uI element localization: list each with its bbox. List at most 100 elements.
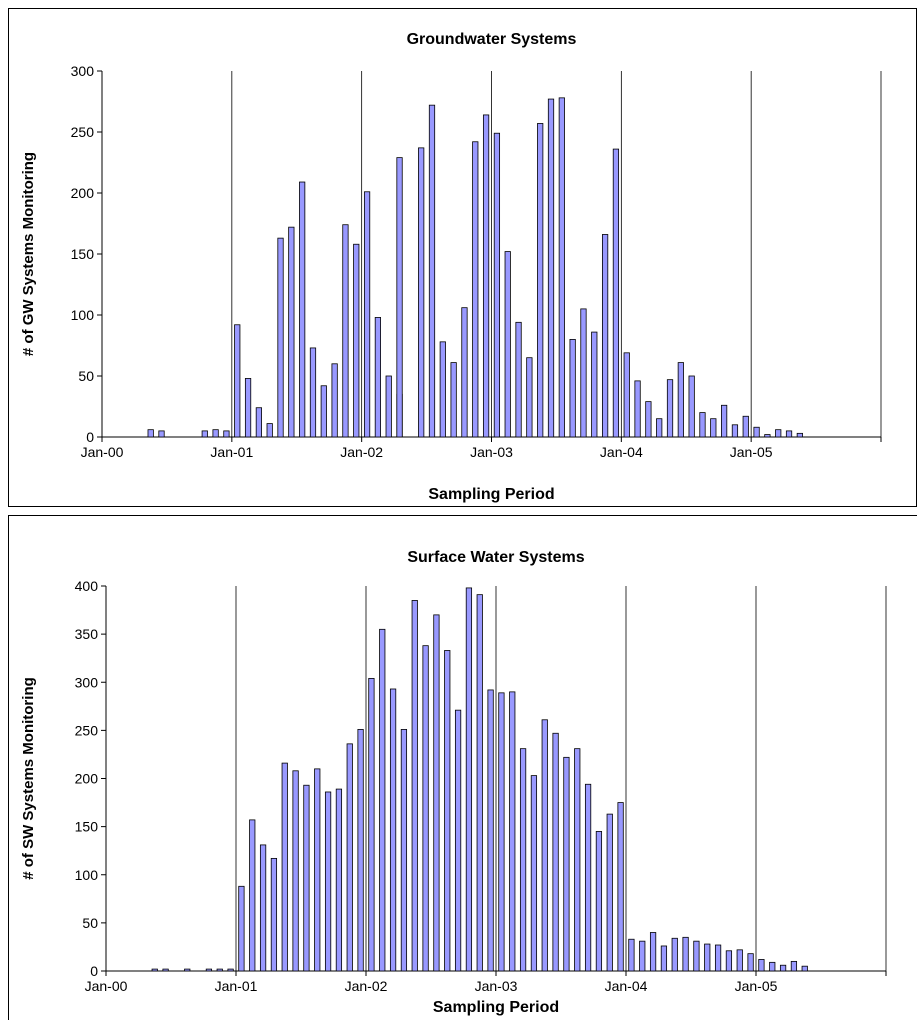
- chart-1-bar: [335, 788, 343, 972]
- chart-0-y-tick-label: 200: [71, 185, 95, 201]
- chart-1-bar: [779, 964, 787, 972]
- chart-1-bar: [541, 719, 548, 972]
- chart-0-bar: [234, 324, 241, 438]
- chart-1-bar: [476, 594, 483, 972]
- chart-0-bar: [526, 357, 533, 438]
- chart-1-bar: [400, 729, 408, 972]
- chart-0-bar: [601, 234, 609, 438]
- chart-1-title: Surface Water Systems: [407, 549, 584, 566]
- chart-1-bar: [292, 770, 299, 972]
- chart-1-x-tick-label: Jan-02: [345, 978, 388, 994]
- chart-0-x-tick-label: Jan-03: [470, 444, 513, 460]
- chart-1-bar: [368, 677, 375, 972]
- chart-0-bar: [147, 429, 154, 438]
- chart-0-bar: [710, 418, 717, 438]
- chart-1-bar: [584, 783, 592, 972]
- chart-0-y-tick-label: 250: [71, 124, 95, 140]
- chart-0-bar: [299, 181, 306, 438]
- chart-1-bar: [649, 932, 657, 972]
- chart-0-bar: [677, 362, 684, 438]
- chart-1-bar: [790, 960, 798, 972]
- chart-1-bar: [660, 945, 668, 972]
- chart-1-bar: [617, 802, 624, 972]
- chart-1-bar: [498, 692, 505, 972]
- chart-0-bar: [223, 430, 230, 438]
- chart-0-bar: [363, 191, 371, 438]
- chart-0-bar: [374, 317, 382, 438]
- chart-0-bar: [309, 347, 317, 438]
- chart-0-x-tick-label: Jan-02: [340, 444, 383, 460]
- chart-0-bar: [396, 157, 403, 438]
- chart-1-x-tick-label: Jan-00: [85, 978, 128, 994]
- chart-1-bar: [509, 691, 516, 972]
- chart-0-y-tick-label: 0: [86, 429, 94, 445]
- chart-1-y-tick-label: 400: [75, 578, 99, 594]
- chart-1-y-tick-label: 200: [75, 771, 99, 787]
- chart-1-bar: [346, 743, 353, 972]
- chart-1-bar: [747, 953, 754, 972]
- chart-0-bar: [244, 378, 252, 438]
- chart-1-bar: [704, 943, 711, 972]
- chart-0-bar: [277, 237, 284, 438]
- chart-0-bar: [731, 424, 739, 438]
- chart-1-bar: [671, 937, 678, 972]
- chart-1-x-axis-label: Sampling Period: [433, 999, 559, 1016]
- groundwater-chart-panel: Groundwater Systems Jan-00 Jan-01 Jan-02 Jan…: [8, 8, 917, 507]
- chart-1-bar: [487, 689, 494, 972]
- chart-0-bar: [537, 123, 544, 438]
- chart-0-bar: [796, 432, 803, 438]
- chart-1-y-axis-label: # of SW Systems Monitoring: [20, 677, 37, 880]
- chart-0-bar: [482, 114, 490, 438]
- chart-0-bar: [569, 338, 576, 438]
- chart-1-bar: [563, 756, 570, 972]
- chart-1-bar: [519, 748, 527, 972]
- chart-0-x-axis-label: Sampling Period: [428, 486, 554, 503]
- chart-0-bar: [428, 104, 436, 438]
- chart-1-x-tick-label: Jan-01: [215, 978, 258, 994]
- chart-0-bar: [158, 430, 165, 438]
- groundwater-chart: Groundwater Systems Jan-00 Jan-01 Jan-02 Jan…: [20, 31, 882, 503]
- chart-1-bar: [595, 831, 603, 972]
- chart-0-y-tick-label: 100: [71, 307, 95, 323]
- chart-0-bar: [418, 147, 425, 438]
- chart-0-bar: [461, 307, 468, 438]
- chart-0-bar: [591, 331, 598, 438]
- surface-water-chart: Surface Water Systems Jan-00 Jan-01 Jan-02 J…: [20, 549, 887, 1016]
- chart-0-bar: [201, 430, 208, 438]
- chart-1-bar: [454, 709, 462, 972]
- chart-1-y-tick-label: 250: [75, 722, 99, 738]
- chart-0-bar: [450, 362, 457, 438]
- chart-1-x-tick-label: Jan-05: [735, 978, 778, 994]
- chart-0-y-tick-label: 50: [78, 368, 94, 384]
- chart-1-bar: [281, 762, 288, 972]
- chart-1-bar: [422, 645, 429, 972]
- chart-1-bar: [389, 688, 397, 972]
- chart-1-bar: [411, 600, 418, 972]
- chart-0-bar: [742, 415, 749, 438]
- chart-0-y-tick-label: 300: [71, 63, 95, 79]
- chart-0-bar: [656, 418, 663, 438]
- chart-0-bar: [504, 251, 511, 438]
- chart-1-bar: [270, 857, 278, 972]
- chart-0-x-tick-label: Jan-04: [600, 444, 643, 460]
- chart-1-bar: [259, 844, 267, 972]
- chart-1-x-tick-label: Jan-04: [605, 978, 648, 994]
- chart-1-bar: [249, 819, 256, 972]
- chart-1-bar: [801, 965, 808, 972]
- chart-0-bar: [288, 226, 295, 438]
- chart-1-bar: [324, 791, 332, 972]
- chart-1-bar: [758, 959, 765, 972]
- chart-0-bar: [353, 243, 360, 438]
- chart-1-bar: [725, 950, 733, 972]
- chart-0-bar: [515, 321, 522, 438]
- chart-1-bar: [628, 938, 635, 972]
- chart-1-bar: [639, 940, 646, 972]
- chart-1-bar: [714, 944, 722, 972]
- chart-1-bar: [379, 628, 386, 972]
- chart-1-bar: [433, 614, 440, 972]
- chart-0-bar: [612, 148, 620, 438]
- chart-1-bar: [682, 936, 689, 972]
- chart-1-bar: [606, 813, 613, 972]
- chart-1-bar: [465, 587, 473, 972]
- chart-0-bar: [266, 423, 273, 438]
